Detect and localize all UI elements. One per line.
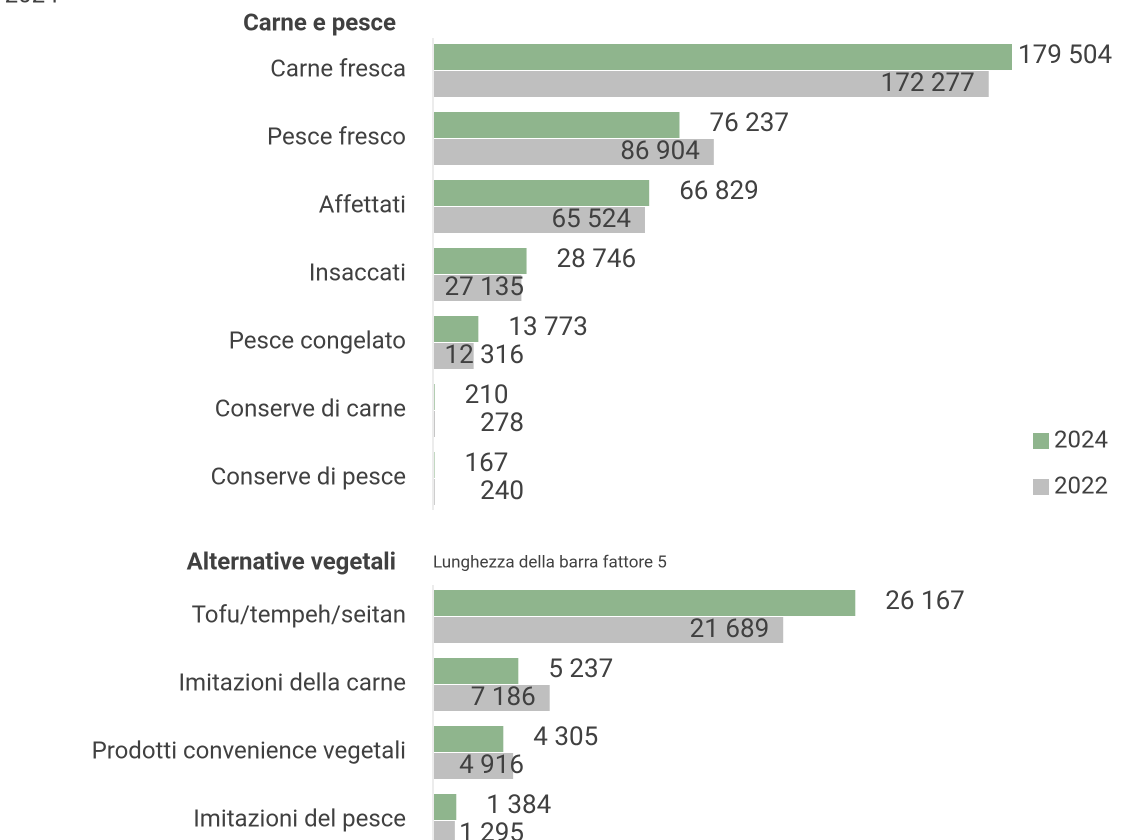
note: Lunghezza della barra fattore 5: [433, 552, 667, 572]
bar: [434, 139, 714, 165]
value-label: 27 135: [444, 272, 524, 302]
value-label: 66 829: [679, 176, 759, 206]
value-label: 21 689: [690, 614, 770, 644]
bar: [434, 44, 1013, 70]
bar: [434, 617, 784, 643]
bar: [434, 411, 435, 437]
bar: [434, 71, 989, 97]
value-label: 65 524: [551, 204, 631, 234]
category-label: Affettati: [319, 190, 406, 218]
value-label: 76 237: [709, 108, 789, 138]
category-label: Conserve di carne: [215, 394, 406, 422]
group-title: Carne e pesce: [243, 8, 396, 36]
group-title: Alternative vegetali: [187, 547, 396, 575]
bar: [434, 384, 435, 410]
category-label: Insaccati: [309, 258, 406, 286]
bar: [434, 726, 504, 752]
value-label: 240: [480, 476, 524, 506]
bar: [434, 452, 435, 478]
value-label: 1 295: [459, 818, 524, 840]
category-label: Prodotti convenience vegetali: [92, 736, 406, 764]
legend-swatch: [1033, 433, 1049, 449]
value-label: 7 186: [471, 682, 536, 712]
value-label: 4 916: [459, 750, 524, 780]
category-label: Conserve di pesce: [211, 462, 406, 490]
value-label: 26 167: [885, 586, 965, 616]
value-label: 167: [465, 448, 509, 478]
category-label: Carne fresca: [270, 54, 406, 82]
category-label: Pesce congelato: [229, 326, 406, 354]
value-label: 4 305: [533, 722, 598, 752]
bar: [434, 112, 680, 138]
bar: [434, 275, 522, 301]
value-label: 12 316: [444, 340, 524, 370]
legend-swatch: [1033, 479, 1049, 495]
bar: [434, 248, 527, 274]
bar: [434, 180, 650, 206]
category-label: Imitazioni del pesce: [193, 804, 406, 832]
value-label: 1 384: [486, 790, 551, 820]
bar: [434, 343, 474, 369]
bar: [434, 821, 455, 840]
value-label: 28 746: [557, 244, 637, 274]
category-label: Tofu/tempeh/seitan: [192, 600, 406, 628]
bar: [434, 658, 519, 684]
legend-label: 2024: [1054, 425, 1108, 453]
page-title: e 2024: [0, 0, 59, 8]
value-label: 86 904: [620, 136, 700, 166]
category-label: Pesce fresco: [267, 122, 406, 150]
value-label: 179 504: [1018, 40, 1113, 70]
bar: [434, 316, 479, 342]
value-label: 278: [480, 408, 524, 438]
value-label: 13 773: [508, 312, 588, 342]
bar: [434, 590, 856, 616]
value-label: 5 237: [548, 654, 613, 684]
bar: [434, 794, 457, 820]
value-label: 172 277: [881, 68, 975, 98]
bar: [434, 479, 435, 505]
bar: [434, 753, 514, 779]
category-label: Imitazioni della carne: [179, 668, 406, 696]
value-label: 210: [465, 380, 509, 410]
legend-label: 2022: [1054, 471, 1108, 499]
bar: [434, 685, 550, 711]
bar: [434, 207, 645, 233]
